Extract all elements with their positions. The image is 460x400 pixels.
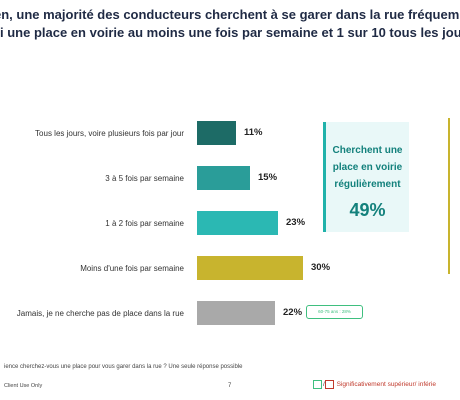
- legend-red-box: [324, 380, 334, 389]
- legend-text: Significativement supérieur/ inférie: [336, 381, 436, 389]
- callout-value: 49%: [349, 200, 386, 220]
- bar-value-label: 15%: [258, 172, 278, 183]
- bar-value-label: 30%: [311, 262, 331, 273]
- bar: [197, 301, 275, 325]
- bar-value-label: 22%: [283, 307, 303, 318]
- bar: [197, 121, 236, 145]
- right-accent-line: [448, 118, 450, 274]
- bar-category-label: Jamais, je ne cherche pas de place dans …: [16, 308, 184, 318]
- bar: [197, 211, 278, 235]
- callout-text: Cherchent une place en voirie régulièrem…: [332, 145, 403, 190]
- bar-value-label: 23%: [286, 217, 306, 228]
- bar-category-label: Moins d'une fois par semaine: [80, 263, 184, 273]
- significance-badge: 60-75 ans : 28%: [306, 305, 363, 319]
- bar: [197, 256, 303, 280]
- legend-green-box: [313, 380, 322, 389]
- footer-confidentiality: Client Use Only: [4, 383, 43, 389]
- page-number: 7: [228, 383, 232, 389]
- bar-category-label: Tous les jours, voire plusieurs fois par…: [35, 128, 184, 138]
- bar-category-label: 3 à 5 fois par semaine: [105, 173, 184, 183]
- callout-box: Cherchent une place en voirie régulièrem…: [323, 122, 409, 232]
- bar: [197, 166, 250, 190]
- title-line-2: i une place en voirie au moins une fois …: [0, 25, 460, 40]
- significance-legend: / Significativement supérieur/ inférie: [313, 380, 436, 389]
- title-line-1: en, une majorité des conducteurs cherche…: [0, 7, 460, 22]
- bar-value-label: 11%: [244, 127, 263, 138]
- question-footnote: ience cherchez-vous une place pour vous …: [4, 364, 243, 370]
- bar-category-label: 1 à 2 fois par semaine: [105, 218, 184, 228]
- legend-slash: /: [323, 381, 325, 389]
